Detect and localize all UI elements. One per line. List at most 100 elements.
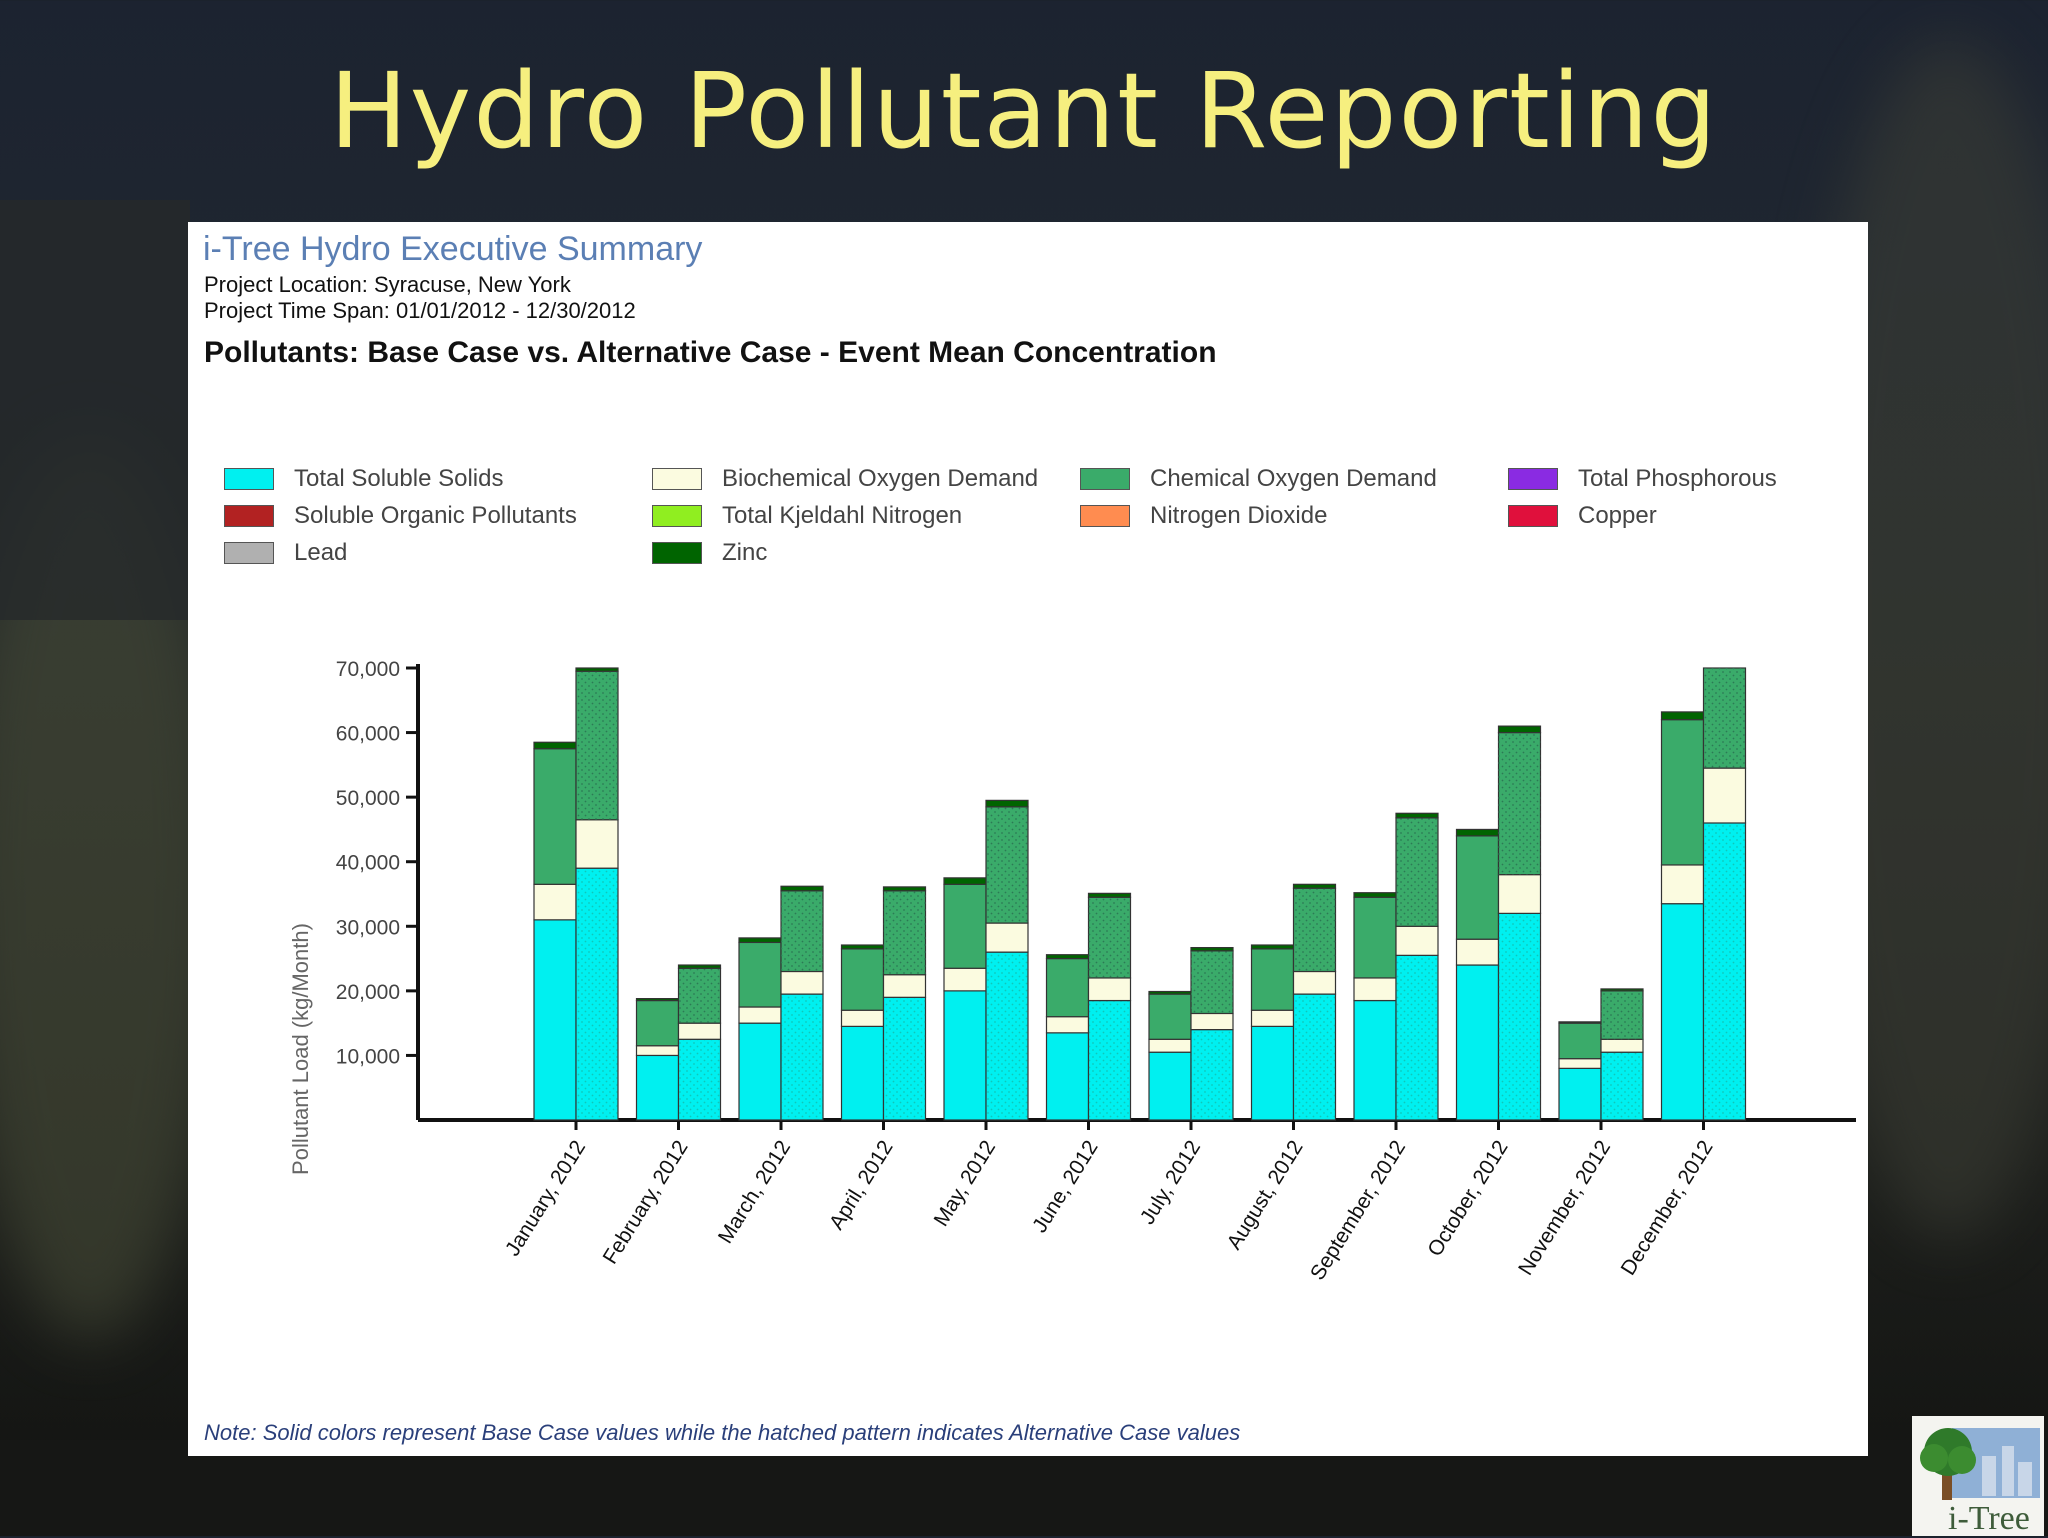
bar-base-segment <box>1148 993 1192 1040</box>
x-tick-label: December, 2012 <box>1617 1136 1718 1279</box>
bar-base-segment <box>1353 977 1397 1002</box>
y-axis-label: Pollutant Load (kg/Month) <box>288 923 313 1175</box>
bar-base-segment <box>1558 1067 1602 1121</box>
bar-alt-segment <box>1190 1012 1234 1031</box>
bar-alt-segment <box>1497 874 1542 914</box>
bar-alt-hatch <box>1191 950 1233 1014</box>
x-tick-label: September, 2012 <box>1306 1136 1410 1284</box>
bar-base-segment <box>1045 957 1090 1018</box>
bar-base-segment <box>943 883 987 969</box>
bar-alt-hatch <box>1601 990 1643 1040</box>
bar-base-segment <box>1660 719 1705 866</box>
bar-base-segment <box>635 1045 680 1057</box>
bar-alt-segment <box>1292 970 1337 995</box>
bar-base-segment <box>635 1054 680 1121</box>
legend-item-no2: Nitrogen Dioxide <box>1080 499 1327 533</box>
bar-alt-hatch <box>1088 897 1131 978</box>
logo-text: i-Tree <box>1948 1500 2030 1537</box>
bar-alt-segment <box>780 885 824 892</box>
bar-base-segment <box>840 1009 885 1027</box>
x-tick-label: April, 2012 <box>825 1136 898 1233</box>
bar-alt-segment <box>1600 988 1644 992</box>
bar-base-segment <box>1250 948 1295 1011</box>
legend-swatch-zinc <box>652 542 702 564</box>
bar-alt-hatch <box>1498 913 1541 1120</box>
bar-base-segment <box>840 944 885 950</box>
chart-title: Pollutants: Base Case vs. Alternative Ca… <box>204 336 1217 369</box>
bar-base-segment <box>1148 990 1192 995</box>
bar-base-segment <box>533 748 577 885</box>
bar-alt-hatch <box>1396 955 1438 1120</box>
legend-item-copper: Copper <box>1508 499 1657 533</box>
bar-base-segment <box>635 998 680 1002</box>
bar-alt-hatch <box>1703 668 1746 769</box>
bar-base-segment <box>1353 896 1397 979</box>
x-tick-label: November, 2012 <box>1514 1136 1615 1279</box>
itree-logo: i-Tree <box>1912 1416 2044 1537</box>
y-tick-label: 40,000 <box>336 852 400 875</box>
bar-base-segment <box>943 990 987 1121</box>
bar-alt-segment <box>882 886 927 892</box>
bar-base-segment <box>1558 1021 1602 1024</box>
bar-base-segment <box>1250 1025 1295 1121</box>
legend-item-tss: Total Soluble Solids <box>224 462 503 496</box>
bar-alt-hatch <box>986 952 1028 1120</box>
stacked-bar-chart: 10,000 20,000 30,000 40,000 50,000 60,000 70,0… <box>288 658 1856 1284</box>
legend-swatch-cod <box>1080 468 1130 490</box>
bar-alt-hatch <box>1498 732 1541 875</box>
x-tick-label: October, 2012 <box>1423 1136 1512 1260</box>
legend-swatch-bod <box>652 468 702 490</box>
legend-swatch-no2 <box>1080 505 1130 527</box>
legend-item-sop: Soluble Organic Pollutants <box>224 499 577 533</box>
bar-base-segment <box>1148 1051 1192 1121</box>
bar-alt-segment <box>1600 1038 1644 1053</box>
background-building <box>0 200 190 620</box>
bar-base-segment <box>1045 954 1090 960</box>
y-tick-label: 50,000 <box>336 787 400 810</box>
legend-label: Soluble Organic Pollutants <box>294 502 577 529</box>
bar-base-segment <box>1045 1032 1090 1121</box>
bar-base-segment <box>840 948 885 1011</box>
legend-item-zinc: Zinc <box>652 536 767 570</box>
bar-alt-segment <box>1702 767 1747 824</box>
bar-alt-segment <box>780 970 824 995</box>
bar-alt-segment <box>1190 946 1234 952</box>
legend-swatch-sop <box>224 505 274 527</box>
bar-base-segment <box>1148 1038 1192 1053</box>
bar-alt-hatch <box>986 806 1028 924</box>
legend-label: Copper <box>1578 502 1657 529</box>
legend-label: Lead <box>294 539 348 566</box>
bar-base-segment <box>1250 1009 1295 1027</box>
bar-base-segment <box>943 877 987 885</box>
bar-base-segment <box>738 1022 782 1121</box>
bar-alt-hatch <box>781 890 823 972</box>
x-tick-label: August, 2012 <box>1223 1136 1308 1253</box>
bar-alt-hatch <box>1191 1029 1233 1120</box>
legend-swatch-tp <box>1508 468 1558 490</box>
bar-base-segment <box>533 741 577 750</box>
report-panel: i-Tree Hydro Executive Summary Project L… <box>188 222 1868 1456</box>
legend-item-lead: Lead <box>224 536 347 570</box>
bar-alt-segment <box>677 1022 722 1040</box>
chart-note: Note: Solid colors represent Base Case v… <box>204 1420 1241 1445</box>
bar-alt-hatch <box>781 994 823 1120</box>
bar-base-segment <box>1660 711 1705 721</box>
bar-alt-hatch <box>1703 822 1746 1120</box>
legend-swatch-copper <box>1508 505 1558 527</box>
bar-alt-segment <box>1292 883 1337 889</box>
legend-label: Zinc <box>722 539 768 566</box>
bar-base-segment <box>738 941 782 1008</box>
bar-base-segment <box>1558 1058 1602 1069</box>
bar-alt-segment <box>985 799 1029 808</box>
bar-alt-hatch <box>576 868 618 1120</box>
legend-item-tp: Total Phosphorous <box>1508 462 1777 496</box>
bar-base-segment <box>1455 835 1500 940</box>
bar-base-segment <box>1353 892 1397 898</box>
legend-item-bod: Biochemical Oxygen Demand <box>652 462 1038 496</box>
legend-label: Total Kjeldahl Nitrogen <box>722 502 963 529</box>
legend-label: Total Soluble Solids <box>294 465 504 492</box>
project-time-span: Project Time Span: 01/01/2012 - 12/30/20… <box>204 298 636 323</box>
legend-label: Biochemical Oxygen Demand <box>722 465 1039 492</box>
legend-swatch-tkn <box>652 505 702 527</box>
legend-label: Chemical Oxygen Demand <box>1150 465 1437 492</box>
